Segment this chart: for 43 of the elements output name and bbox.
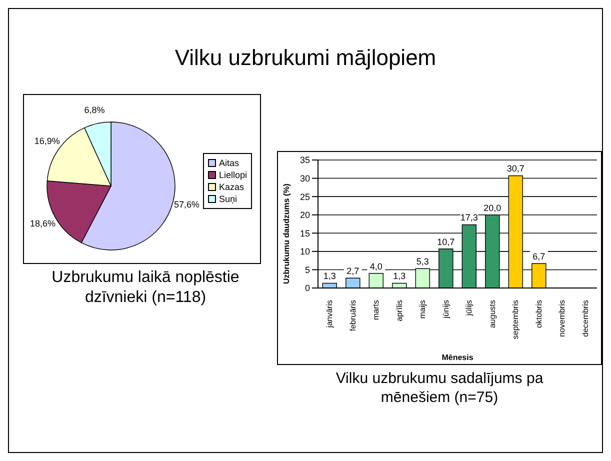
x-tick-label: novembris: [558, 300, 567, 337]
data-label: 16,9%: [34, 136, 60, 146]
data-label: 1,3: [393, 271, 406, 282]
text: Vilku uzbrukumi mājlopiem: [174, 45, 438, 71]
legend-label: Kazas: [218, 181, 244, 193]
x-tick-label: maijs: [418, 300, 428, 319]
y-tick-label: 5: [304, 264, 310, 275]
x-tick-label: jūnijs: [441, 300, 450, 320]
y-tick-label: 35: [300, 155, 310, 166]
x-tick-label: marts: [372, 300, 381, 320]
x-tick-label: februāris: [348, 300, 358, 332]
data-label: 30,7: [506, 164, 524, 174]
data-label: 5,3: [416, 256, 429, 267]
data-label: 6,7: [532, 251, 546, 262]
x-tick-label: decembris: [580, 300, 590, 337]
data-label: 17,3: [460, 212, 478, 223]
data-label: 10,7: [437, 236, 455, 247]
y-axis-title: Uzbrukumu daudzums (%): [282, 183, 291, 284]
y-tick-label: 25: [300, 192, 310, 202]
text: Vilku uzbrukumu sadalījums pa mēnešiem (n=75): [334, 369, 544, 407]
legend-label: Liellopi: [218, 169, 247, 181]
y-tick-label: 0: [304, 283, 310, 294]
x-tick-label: augusts: [488, 300, 497, 328]
x-tick-label: oktobris: [534, 300, 544, 328]
data-label: 20,0: [484, 202, 502, 213]
x-axis-title: Mēnesis: [442, 353, 474, 362]
data-label: 2,7: [346, 266, 360, 276]
text: Uzbrukumu laikā noplēstie dzīvnieki (n=118): [50, 268, 240, 308]
data-label: 1,3: [323, 271, 336, 282]
data-label: 4,0: [370, 261, 382, 272]
y-tick-label: 30: [300, 173, 310, 184]
legend-label: Aitas: [218, 157, 239, 169]
y-tick-label: 20: [300, 210, 310, 220]
data-label: 18,6%: [30, 218, 56, 229]
y-tick-label: 15: [300, 228, 310, 238]
x-tick-label: jūlijs: [464, 300, 474, 317]
x-tick-label: septembris: [511, 300, 520, 340]
y-tick-label: 10: [300, 246, 310, 257]
data-label: 57,6%: [174, 200, 200, 210]
x-tick-label: janvāris: [325, 300, 334, 329]
x-tick-label: aprīlis: [394, 300, 404, 322]
legend-label: Suņi: [218, 193, 237, 205]
data-label: 6,8%: [84, 104, 105, 115]
